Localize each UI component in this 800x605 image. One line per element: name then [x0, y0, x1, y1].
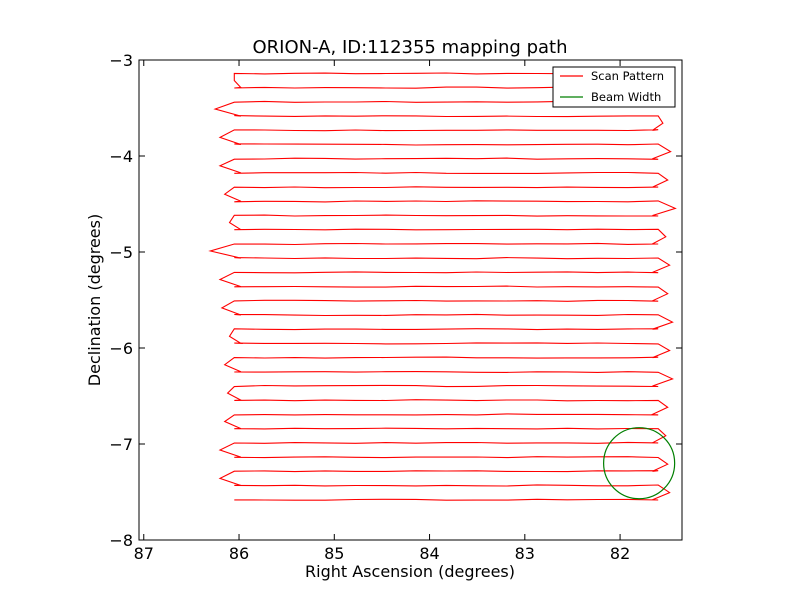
chart-title: ORION-A, ID:112355 mapping path [252, 37, 567, 58]
y-axis-label: Declination (degrees) [85, 214, 104, 386]
beam-width-circle [603, 427, 676, 500]
axis-ticks: 87 86 85 84 83 82 −3 −4 −5 −6 −7 −8 [109, 51, 682, 563]
y-tick-label: −5 [109, 243, 133, 262]
y-tick-label: −8 [109, 531, 133, 550]
x-tick-label: 82 [610, 544, 630, 563]
y-tick-label: −3 [109, 51, 133, 70]
y-tick-label: −4 [109, 147, 133, 166]
x-tick-label: 85 [324, 544, 344, 563]
legend: Scan Pattern Beam Width [552, 66, 676, 108]
scan-pattern-line [208, 72, 677, 501]
plot-frame [139, 60, 682, 540]
plot-border [138, 59, 683, 541]
x-tick-label: 83 [515, 544, 535, 563]
legend-label-beam-width: Beam Width [591, 90, 661, 104]
legend-label-scan-pattern: Scan Pattern [591, 69, 664, 83]
x-tick-label: 84 [419, 544, 439, 563]
legend-box [552, 66, 676, 108]
x-tick-label: 86 [229, 544, 249, 563]
x-axis-label: Right Ascension (degrees) [305, 562, 515, 581]
x-tick-label: 87 [134, 544, 154, 563]
y-tick-label: −6 [109, 339, 133, 358]
data-layer [208, 72, 677, 501]
y-tick-label: −7 [109, 435, 133, 454]
